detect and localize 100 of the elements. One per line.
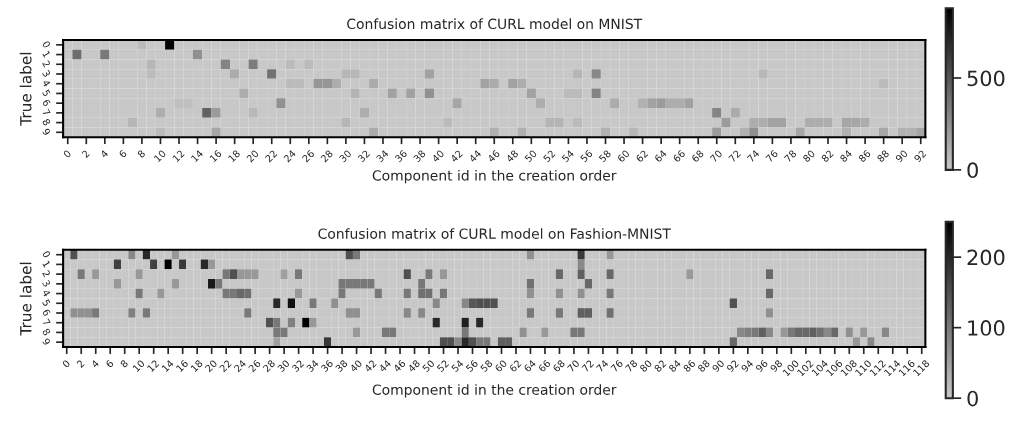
x-tick-label: 24 [283,149,297,163]
x-tick-label: 84 [839,149,853,163]
x-tick-label: 66 [672,149,686,163]
x-tick-label: 98 [769,359,783,373]
x-tick-label: 62 [508,359,522,373]
x-axis-title: Component id in the creation order [372,169,617,184]
x-tick-label: 30 [277,359,291,373]
x-tick-label: 14 [161,359,175,373]
x-tick-label: 96 [755,359,769,373]
x-tick-label: 60 [494,359,508,373]
x-tick-label: 16 [209,149,223,163]
x-tick-label: 82 [653,359,667,373]
x-tick-label: 72 [728,149,741,163]
x-tick-label: 86 [682,359,696,373]
x-tick-label: 14 [190,149,204,163]
x-tick-label: 4 [90,359,100,369]
x-tick-label: 22 [219,359,232,373]
x-tick-label: 72 [581,359,595,373]
x-axis-title: Component id in the creation order [372,384,617,398]
color-bar-label: 0 [967,162,978,179]
y-axis-title: True label [19,52,32,126]
x-tick-label: 92 [726,359,740,373]
x-tick-label: 48 [407,359,421,373]
y-tick-label: 8 [42,328,51,336]
y-tick-label: 9 [42,127,51,136]
x-tick-label: 70 [709,149,723,163]
x-tick-label: 52 [436,359,450,373]
y-tick-label: 5 [42,89,51,97]
x-tick-label: 58 [598,149,612,163]
x-tick-label: 6 [105,359,114,369]
x-tick-label: 36 [394,149,408,163]
x-tick-label: 4 [99,149,109,159]
y-tick-label: 3 [42,69,51,78]
x-tick-label: 68 [691,149,705,163]
y-tick-label: 3 [42,279,51,288]
x-tick-label: 38 [335,359,348,373]
x-tick-label: 44 [378,359,392,373]
y-tick-label: 2 [42,269,51,278]
x-tick-label: 34 [375,149,389,163]
y-tick-label: 4 [42,79,51,88]
x-tick-label: 32 [291,359,305,373]
y-tick-label: 8 [42,118,51,127]
x-tick-label: 78 [783,149,797,163]
x-tick-label: 30 [338,149,352,163]
y-tick-label: 6 [42,308,51,317]
x-tick-label: 74 [596,359,609,373]
x-tick-label: 42 [363,359,377,373]
x-tick-label: 90 [711,359,725,373]
x-tick-label: 20 [204,359,218,373]
x-tick-label: 82 [820,149,834,163]
y-tick-label: 0 [42,250,51,259]
x-tick-label: 56 [579,149,593,163]
y-tick-label: 4 [42,289,51,298]
x-tick-label: 46 [487,149,501,163]
color-bar-label: 100 [968,320,1005,336]
x-tick-label: 62 [635,149,649,163]
chart-title: Confusion matrix of CURL model on MNIST [347,18,643,30]
y-tick-label: 7 [42,318,51,327]
x-tick-label: 90 [895,149,909,163]
x-tick-label: 88 [876,149,890,163]
x-tick-label: 20 [246,149,260,163]
y-tick-label: 6 [42,98,51,107]
x-tick-label: 54 [561,149,575,163]
x-tick-label: 84 [668,359,682,373]
x-tick-label: 100 [782,359,800,377]
x-tick-label: 22 [264,149,278,163]
x-tick-label: 44 [468,149,482,163]
x-tick-label: 26 [248,359,262,373]
x-tick-label: 8 [119,359,129,369]
x-tick-label: 60 [616,149,630,163]
x-tick-label: 40 [349,359,363,373]
x-tick-label: 80 [639,359,653,373]
x-tick-label: 86 [857,149,872,163]
x-tick-label: 88 [697,359,711,373]
x-tick-label: 26 [301,149,315,163]
x-tick-label: 2 [81,149,90,159]
x-tick-label: 70 [566,359,580,373]
y-tick-label: 5 [42,299,51,307]
x-tick-label: 50 [421,359,435,373]
x-tick-label: 0 [61,359,71,369]
y-tick-label: 7 [42,108,51,117]
x-tick-label: 18 [190,359,204,373]
x-tick-label: 48 [505,149,519,163]
x-tick-label: 106 [825,359,843,377]
x-tick-label: 16 [175,359,189,373]
x-tick-label: 50 [524,149,538,163]
y-tick-label: 0 [42,40,51,49]
x-tick-label: 66 [537,359,551,373]
x-tick-label: 28 [320,149,334,163]
x-tick-label: 64 [654,149,668,163]
x-tick-label: 54 [451,359,464,373]
x-tick-label: 12 [146,359,160,373]
x-tick-label: 74 [746,149,760,163]
chart-title: Confusion matrix of CURL model on Fashion-MNIST [318,228,671,239]
x-tick-label: 94 [740,359,754,373]
x-tick-label: 2 [76,359,85,368]
color-bar-label: 200 [967,249,1005,266]
x-tick-label: 58 [479,359,493,373]
color-bar-label: 0 [967,390,978,407]
x-tick-label: 18 [227,149,241,163]
